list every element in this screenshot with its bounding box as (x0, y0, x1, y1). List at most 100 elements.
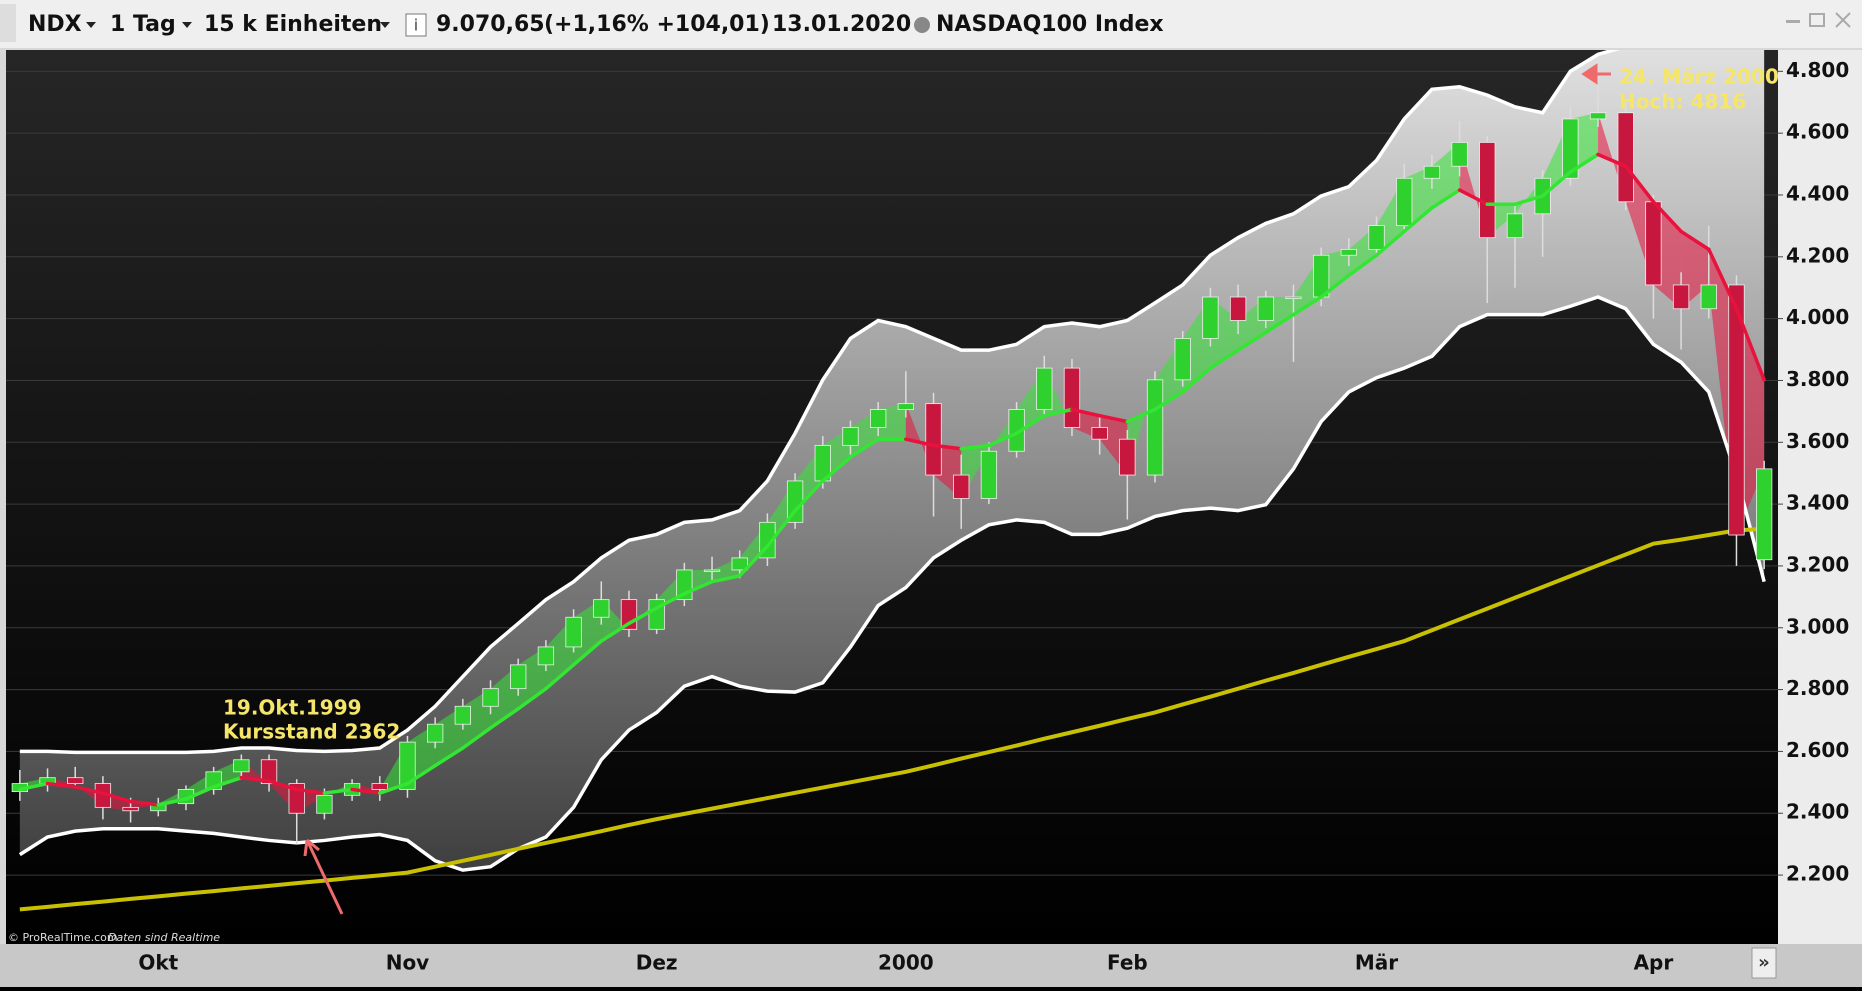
middle-band (1679, 229, 1711, 252)
candle-body (1451, 142, 1468, 167)
candle-body (703, 569, 721, 572)
copyright: © ProRealTime.com (8, 931, 118, 944)
middle-band (1014, 413, 1047, 436)
middle-band (378, 781, 410, 795)
candle-body (1479, 142, 1496, 239)
close-button[interactable] (1835, 12, 1851, 28)
candle-body (1756, 468, 1773, 561)
y-tick-label: 4.800 (1786, 58, 1849, 82)
x-tick-label: Feb (1107, 951, 1148, 975)
annotation: Hoch: 4816 (1619, 90, 1746, 114)
candle-body (842, 427, 859, 446)
toolbar-content: NDX 1 Tag 15 k Einheiten i 9.070,65 (+1,… (0, 4, 1851, 42)
y-tick-label: 2.800 (1786, 676, 1849, 700)
middle-band (1097, 413, 1130, 424)
candle-body (427, 723, 444, 743)
scroll-button[interactable] (1751, 947, 1777, 979)
units[interactable]: 15 k Einheiten (204, 12, 382, 37)
middle-band (1347, 253, 1379, 278)
candle-body (1036, 367, 1053, 410)
candle-body (482, 688, 499, 707)
y-tick-label: 4.000 (1786, 305, 1849, 329)
middle-band (350, 787, 382, 795)
middle-band (322, 787, 354, 795)
middle-band (294, 787, 327, 795)
info-glyph: i (414, 16, 418, 35)
candle-body (1174, 338, 1191, 381)
x-tick-label: Mär (1355, 951, 1398, 975)
minimize-button[interactable] (1786, 20, 1800, 23)
y-tick-label: 4.600 (1786, 120, 1849, 144)
dropdown-arrow (380, 22, 390, 28)
symbol[interactable]: NDX (28, 12, 82, 37)
middle-band (544, 663, 576, 691)
middle-band (765, 508, 797, 548)
middle-band (1264, 312, 1296, 335)
middle-band (1430, 188, 1462, 210)
candle-body (1063, 367, 1081, 428)
middle-band (128, 799, 161, 807)
candle-body (897, 403, 914, 410)
candle-body (980, 450, 998, 499)
candle-body (1368, 225, 1385, 250)
candle-body (1202, 296, 1219, 339)
trend-fill (1459, 142, 1488, 238)
middle-band (1734, 306, 1766, 382)
candle-body (870, 409, 887, 428)
price: 9.070,65 (436, 12, 545, 37)
middle-band (1125, 407, 1157, 424)
info-icon[interactable] (405, 13, 427, 37)
annotation: 19.Okt.1999 (223, 696, 362, 720)
candle-body (1589, 112, 1607, 120)
change: (+1,16% +104,01) (544, 12, 770, 37)
middle-band (904, 437, 936, 448)
upper-band (19, 50, 1621, 755)
candle-body (1423, 165, 1441, 179)
middle-band (682, 579, 714, 596)
middle-band (1457, 188, 1490, 207)
middle-band (1596, 152, 1628, 168)
middle-band (1208, 348, 1240, 370)
middle-band (1623, 164, 1656, 204)
x-tick-label: 2000 (878, 951, 934, 975)
middle-band (1568, 152, 1600, 174)
middle-band (461, 726, 493, 750)
candle-body (122, 806, 139, 812)
candle-body (316, 794, 333, 814)
candle-body (454, 705, 471, 725)
candle-body (1119, 438, 1136, 476)
x-tick-label: Dez (636, 951, 678, 975)
candle-body (953, 474, 970, 499)
y-tick-label: 2.200 (1786, 862, 1849, 886)
candle-body (233, 759, 250, 773)
middle-band (1319, 273, 1351, 299)
y-tick-label: 2.600 (1786, 738, 1849, 762)
candle-body (1728, 284, 1745, 536)
realtime-note: Daten sind Realtime (108, 931, 220, 944)
middle-band (184, 785, 216, 801)
middle-band (156, 797, 188, 807)
candle-body (731, 557, 748, 571)
middle-band (1180, 366, 1213, 394)
candle-body (593, 599, 610, 618)
restore-button[interactable] (1809, 13, 1825, 27)
middle-band (488, 707, 520, 730)
period[interactable]: 1 Tag (110, 12, 176, 37)
middle-band (1540, 170, 1573, 198)
candle-body (1257, 296, 1274, 321)
y-tick-label: 3.200 (1786, 552, 1849, 576)
time-axis (0, 944, 1862, 987)
middle-band (239, 775, 271, 783)
toolbar (0, 0, 1862, 48)
y-tick-label: 4.200 (1786, 243, 1849, 267)
annotation-arrow (1581, 63, 1611, 85)
candle-body (925, 403, 942, 476)
middle-band (211, 775, 244, 789)
middle-band (821, 455, 853, 483)
middle-band (987, 431, 1019, 448)
middle-band (405, 763, 437, 786)
annotation: 24. März 2000 (1619, 65, 1779, 89)
middle-band (710, 574, 742, 584)
toolbar-handle (0, 4, 16, 42)
